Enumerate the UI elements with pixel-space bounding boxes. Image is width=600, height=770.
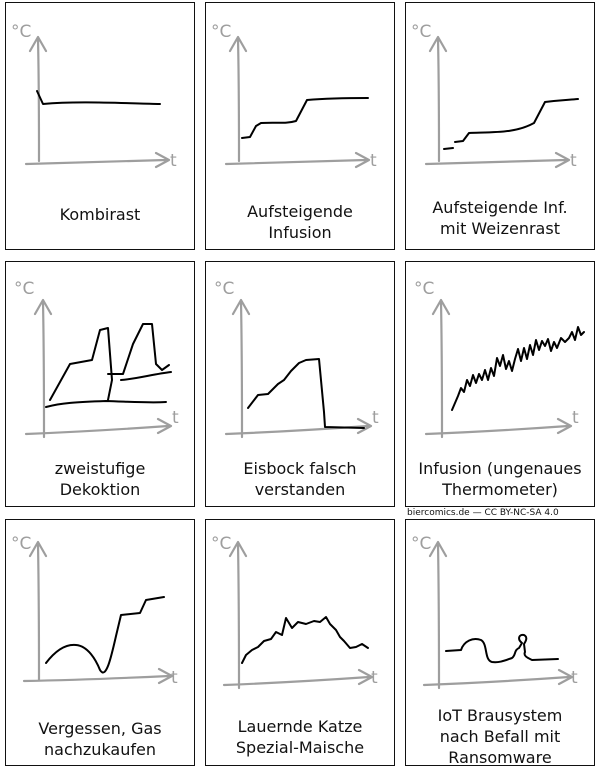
x-axis — [222, 668, 374, 687]
credit-line: biercomics.de — CC BY-NC-SA 4.0 — [407, 508, 559, 518]
x-axis-label: t — [371, 668, 378, 688]
y-axis — [28, 540, 48, 682]
x-axis — [224, 417, 373, 436]
panel-caption: Aufsteigende Inf. mit Weizenrast — [432, 198, 568, 238]
panel-weizenrast: °C t Aufsteigende Inf. mit Weizenrast — [405, 2, 595, 250]
decoction-portion-2 — [107, 323, 170, 375]
temperature-chart: °C t — [411, 22, 579, 171]
temperature-curve — [443, 98, 579, 150]
temperature-curve — [247, 358, 365, 429]
snake-curve — [445, 633, 559, 664]
panel-caption: Kombirast — [59, 205, 141, 224]
panel-zweistufige-dekoktion: °C t zweistufige Dekoktion — [5, 261, 195, 507]
x-axis-label: t — [571, 668, 578, 688]
y-axis-label: °C — [211, 534, 231, 554]
y-axis — [231, 298, 251, 439]
y-axis — [428, 540, 448, 690]
y-axis-label: °C — [414, 279, 434, 299]
temperature-curve — [241, 97, 369, 139]
y-axis-label: °C — [411, 22, 431, 42]
x-axis-label: t — [370, 151, 377, 171]
temperature-chart: °C t — [211, 22, 377, 171]
y-axis-label: °C — [11, 22, 31, 42]
y-axis-label: °C — [411, 534, 431, 554]
temperature-curve — [36, 90, 161, 105]
noisy-temperature-curve — [451, 326, 585, 411]
temperature-chart: °C t — [414, 279, 585, 439]
x-axis-label: t — [572, 408, 579, 428]
temperature-chart: °C t — [411, 534, 578, 690]
panel-caption: Lauernde Katze Spezial-Maische — [235, 717, 365, 757]
decoction-mash-curve — [45, 400, 167, 408]
x-axis-label: t — [171, 668, 178, 688]
x-axis-label: t — [170, 151, 177, 171]
panel-caption: Vergessen, Gas nachzukaufen — [38, 719, 162, 759]
x-axis — [224, 151, 371, 169]
temperature-chart: °C t — [14, 279, 179, 439]
y-axis — [28, 35, 48, 163]
panel-ungenaues-thermometer: °C t Infusion (ungenaues Thermometer) — [405, 261, 595, 507]
panel-caption: Aufsteigende Infusion — [247, 202, 353, 242]
y-axis — [228, 35, 248, 163]
panel-caption: zweistufige Dekoktion — [54, 459, 146, 499]
temperature-chart: °C t — [214, 279, 379, 439]
decoction-portion-1 — [49, 327, 113, 401]
y-axis — [428, 35, 448, 163]
temperature-curve — [45, 596, 165, 674]
temperature-chart: °C t — [11, 22, 177, 171]
y-axis-label: °C — [214, 279, 234, 299]
panel-caption: Infusion (ungenaues Thermometer) — [418, 459, 582, 499]
x-axis — [422, 668, 574, 687]
decoction-main-step — [120, 371, 172, 381]
y-axis-label: °C — [14, 279, 34, 299]
y-axis-label: °C — [11, 534, 31, 554]
x-axis — [24, 151, 171, 169]
x-axis-label: t — [172, 408, 179, 428]
y-axis — [431, 298, 451, 439]
y-axis-label: °C — [211, 22, 231, 42]
panel-caption: Eisbock falsch verstanden — [243, 459, 357, 499]
y-axis — [33, 298, 53, 439]
temperature-chart: °C t — [211, 534, 378, 690]
x-axis — [22, 667, 174, 685]
panel-eisbock: °C t Eisbock falsch verstanden — [205, 261, 395, 507]
x-axis-label: t — [372, 408, 379, 428]
y-axis — [228, 540, 248, 690]
x-axis-label: t — [570, 151, 577, 171]
panel-caption: IoT Brausystem nach Befall mit Ransomwar… — [437, 706, 563, 767]
temperature-chart: °C t — [11, 534, 178, 688]
panel-aufsteigende-infusion: °C t Aufsteigende Infusion — [205, 2, 395, 250]
x-axis — [424, 151, 571, 169]
panel-kombirast: °C t Kombirast — [5, 2, 195, 250]
panel-gas-vergessen: °C t Vergessen, Gas nachzukaufen — [5, 519, 195, 766]
panel-iot-ransomware: °C t IoT Brausystem nach Befall mit Rans… — [405, 519, 595, 767]
panel-katze-maische: °C t Lauernde Katze Spezial-Maische — [205, 519, 395, 766]
x-axis — [424, 417, 573, 436]
cat-shaped-curve — [241, 616, 369, 664]
x-axis — [24, 417, 173, 436]
